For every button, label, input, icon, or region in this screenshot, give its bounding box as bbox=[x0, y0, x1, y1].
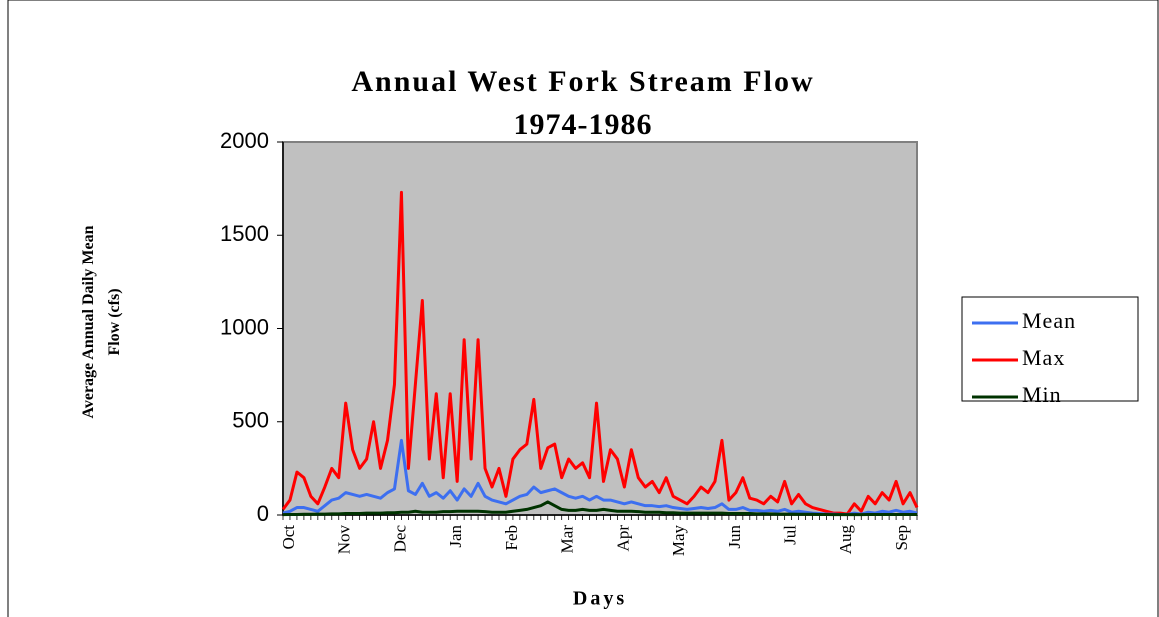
y-tick-label: 500 bbox=[232, 408, 269, 433]
line-series bbox=[282, 500, 917, 517]
x-tick-label: Apr bbox=[613, 525, 632, 552]
x-tick-label: Dec bbox=[390, 525, 409, 553]
chart-subtitle: 1974-1986 bbox=[514, 108, 653, 141]
y-tick-label: 1000 bbox=[220, 314, 269, 339]
y-tick-label: 0 bbox=[257, 501, 269, 526]
x-tick-label: Jan bbox=[446, 525, 465, 548]
x-tick-label: Jul bbox=[780, 525, 799, 545]
y-axis-label: Average Annual Daily Mean Flow (cfs) bbox=[80, 225, 123, 419]
line-series bbox=[281, 190, 919, 516]
legend-label: Max bbox=[1022, 345, 1065, 370]
legend-label: Min bbox=[1022, 382, 1062, 407]
x-tick-label: May bbox=[669, 525, 688, 557]
x-tick-label: Aug bbox=[836, 525, 855, 555]
x-tick-label: Oct bbox=[279, 525, 298, 550]
x-axis-label: Days bbox=[573, 588, 627, 610]
legend-box bbox=[961, 296, 1139, 402]
y-tick-label: 1500 bbox=[220, 221, 269, 246]
legend-label: Mean bbox=[1022, 308, 1076, 333]
x-tick-label: Jun bbox=[725, 525, 744, 549]
x-tick-label: Sep bbox=[892, 525, 911, 551]
x-tick-label: Mar bbox=[558, 525, 577, 554]
chart-title: Annual West Fork Stream Flow bbox=[351, 65, 814, 98]
x-tick-label: Feb bbox=[502, 525, 521, 551]
x-tick-label: Nov bbox=[335, 525, 354, 555]
y-tick-label: 2000 bbox=[220, 128, 269, 153]
